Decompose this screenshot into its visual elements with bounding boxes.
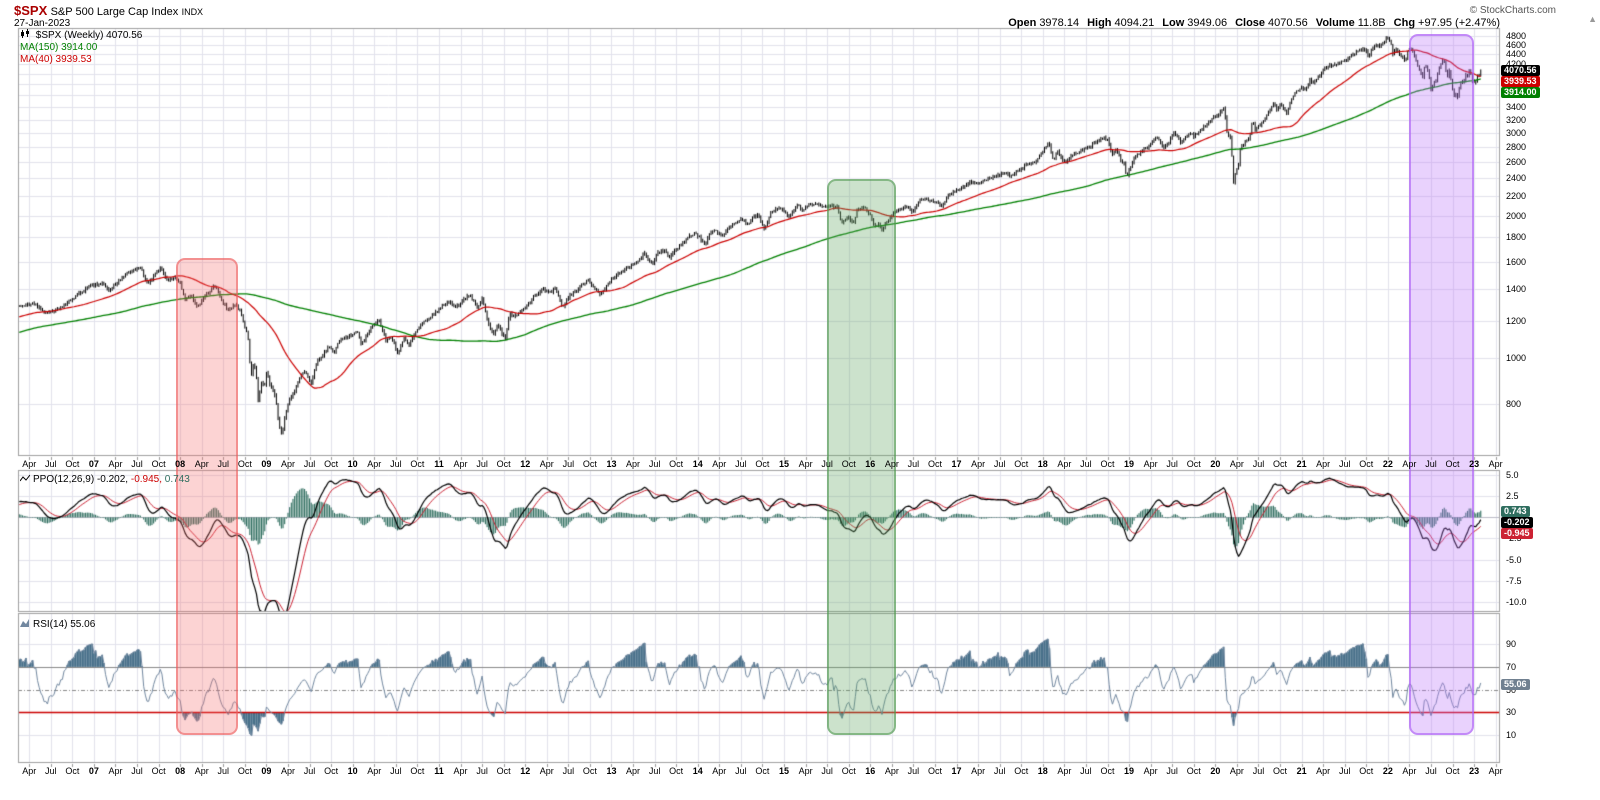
quote-field-value: 4070.56 — [1268, 17, 1308, 29]
rsi-legend: RSI(14) 55.06 — [20, 618, 95, 631]
quote-field-label: High — [1087, 17, 1112, 29]
quote-field-value: 4094.21 — [1114, 17, 1155, 29]
quote-field-label: Close — [1235, 17, 1266, 29]
quote-field-value: 11.8B — [1357, 17, 1386, 29]
quote-field-value: +97.95 (+2.47%) — [1418, 17, 1500, 29]
candlestick-icon — [21, 29, 29, 38]
ppo-value: -0.202, — [96, 474, 129, 485]
rsi-legend-label: RSI(14) 55.06 — [33, 619, 96, 630]
ppo-legend: PPO(12,26,9) -0.202, -0.945, 0.743 — [19, 473, 190, 486]
quote-field-label: Chg — [1393, 17, 1416, 29]
quote-summary: Open 3978.14 High 4094.21 Low 3949.06 Close 407… — [1000, 17, 1500, 29]
header-row-1: $SPX S&P 500 Large Cap Index INDX — [14, 3, 203, 18]
ma40-legend-label: MA(40) 3939.53 — [20, 54, 92, 65]
ticker-symbol: $SPX — [14, 3, 48, 18]
quote-field-label: Open — [1008, 17, 1037, 29]
ma150-legend-label: MA(150) 3914.00 — [20, 42, 98, 53]
ppo-legend-label: PPO(12,26,9) — [33, 474, 95, 485]
ppo-signal-value: -0.945, — [130, 474, 162, 485]
exchange-label: INDX — [181, 7, 204, 17]
chart-date: 27-Jan-2023 — [14, 18, 71, 29]
symbol-name: S&P 500 Large Cap Index — [50, 6, 179, 18]
price-legend-label: $SPX (Weekly) 4070.56 — [35, 30, 143, 41]
scrollbar-up-icon[interactable]: ▲ — [1588, 14, 1597, 24]
ppo-hist-value: 0.743 — [164, 474, 190, 485]
price-legend-row: $SPX (Weekly) 4070.56 — [20, 29, 142, 42]
area-chart-icon — [20, 619, 29, 627]
price-legend: $SPX (Weekly) 4070.56 MA(150) 3914.00 MA… — [20, 29, 142, 66]
copyright: © StockCharts.com — [1469, 5, 1556, 16]
quote-field-value: 3949.06 — [1187, 17, 1228, 29]
quote-field-label: Low — [1162, 17, 1185, 29]
quote-field-value: 3978.14 — [1039, 17, 1080, 29]
line-chart-icon — [19, 474, 31, 482]
quote-field-label: Volume — [1315, 17, 1355, 29]
